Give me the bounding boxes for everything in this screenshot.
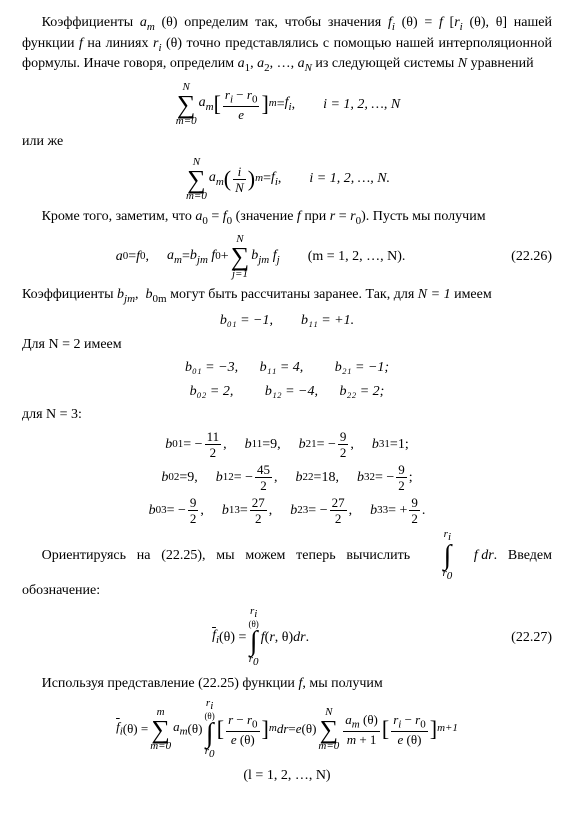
v: 2	[338, 446, 349, 459]
v: 2	[409, 512, 420, 525]
para-2: Кроме того, заметим, что a0 = f0 (значен…	[22, 208, 552, 229]
v: b₁₁ = +1.	[301, 313, 354, 328]
range: (m = 1, 2, …, N).	[308, 248, 406, 266]
v: 9	[409, 496, 420, 509]
para-3: Коэффициенты bjm, b0m могут быть рассчит…	[22, 286, 552, 307]
t: Ориентируясь на (22.25), мы можем теперь…	[42, 548, 421, 563]
n2-row1: b₀₁ = −3, b₁₁ = 4, b₂₁ = −1;	[22, 359, 552, 377]
v: b₁₁ = 4,	[260, 360, 304, 375]
v: 27	[250, 496, 267, 509]
para-1: Коэффициенты am (θ) определим так, чтобы…	[22, 14, 552, 76]
t: на линиях	[83, 36, 153, 51]
n2-label: Для N = 2 имеем	[22, 336, 552, 354]
page: Коэффициенты am (θ) определим так, чтобы…	[0, 0, 574, 808]
n3-row3: b03 = −92 , b13 = 272 , b23 = −272 , b33…	[22, 496, 552, 525]
v: b₀₁ = −1,	[220, 313, 273, 328]
t: ). Пусть мы получим	[361, 209, 485, 224]
t: Коэффициенты	[22, 287, 117, 302]
eq-num: (22.27)	[499, 629, 552, 647]
v: b₂₁ = −1;	[335, 360, 389, 375]
or: или же	[22, 133, 552, 151]
t: , …,	[270, 56, 298, 71]
v: b₁₂ = −4,	[265, 384, 318, 399]
t: Для N = 2 имеем	[22, 337, 122, 352]
v: b₂₂ = 2;	[339, 384, 384, 399]
v: 11	[205, 430, 222, 443]
eq-sum-1: N∑m=0 am [ ri − r0e ]m = fi , i = 1, 2, …	[22, 82, 552, 127]
eq-22-27: fi (θ) = ri(θ)∫r0 f (r, θ) dr. (22.27)	[22, 606, 552, 669]
v: 9	[187, 469, 194, 487]
v: 2	[188, 512, 199, 525]
eq-final: fi (θ) = m∑m=0 am (θ) ri(θ)∫r0 [ r − r0e…	[22, 698, 552, 761]
t: уравнений	[467, 56, 534, 71]
range: i = 1, 2, …, N	[323, 96, 400, 114]
eq-final-range: (l = 1, 2, …, N)	[22, 767, 552, 785]
eq-num: (22.26)	[499, 248, 552, 266]
t: для N = 3:	[22, 407, 82, 422]
v: 2	[396, 479, 407, 492]
v: 9	[270, 436, 277, 454]
t: (l = 1, 2, …, N)	[243, 768, 330, 783]
t: N = 1	[418, 287, 451, 302]
n1-row: b₀₁ = −1, b₁₁ = +1.	[22, 312, 552, 330]
n3-row1: b01 = −112 , b11 = 9, b21 = −92 , b31 = …	[22, 430, 552, 459]
v: 18	[321, 469, 335, 487]
v: 45	[255, 463, 272, 476]
t: f dr	[454, 547, 493, 565]
v: b₀₂ = 2,	[190, 384, 234, 399]
n3-label: для N = 3:	[22, 406, 552, 424]
t: Кроме того, заметим, что	[42, 209, 196, 224]
eq-sum-2: N∑m=0 am ( iN )m = fi , i = 1, 2, …, N.	[22, 157, 552, 202]
para-5: Используя представление (22.25) функции …	[22, 675, 552, 693]
para-4: Ориентируясь на (22.25), мы можем теперь…	[22, 529, 552, 600]
t: (значение	[232, 209, 297, 224]
n3-row2: b02 = 9, b12 = −452 , b22 = 18, b32 = −9…	[22, 463, 552, 492]
t: Коэффициенты	[42, 15, 140, 30]
eq-22-26: a0 = f0 , am = bjm f0 + N∑j=1 bjm fj (m …	[22, 234, 552, 279]
v: 2	[208, 446, 219, 459]
t: при	[301, 209, 330, 224]
v: 9	[396, 463, 407, 476]
range: i = 1, 2, …, N.	[309, 170, 390, 188]
t: Используя представление (22.25) функции	[42, 676, 299, 691]
t: (θ) определим так, чтобы значения	[155, 15, 388, 30]
t: , мы получим	[302, 676, 382, 691]
v: b₀₁ = −3,	[185, 360, 238, 375]
t: могут быть рассчитаны заранее. Так, для	[167, 287, 418, 302]
t: из следующей системы	[312, 56, 458, 71]
v: 2	[258, 479, 269, 492]
v: 9	[338, 430, 349, 443]
v: 1	[398, 436, 405, 454]
v: 9	[188, 496, 199, 509]
v: 2	[333, 512, 344, 525]
t: имеем	[451, 287, 492, 302]
v: 2	[253, 512, 264, 525]
v: 27	[330, 496, 347, 509]
n2-row2: b₀₂ = 2, b₁₂ = −4, b₂₂ = 2;	[22, 383, 552, 401]
